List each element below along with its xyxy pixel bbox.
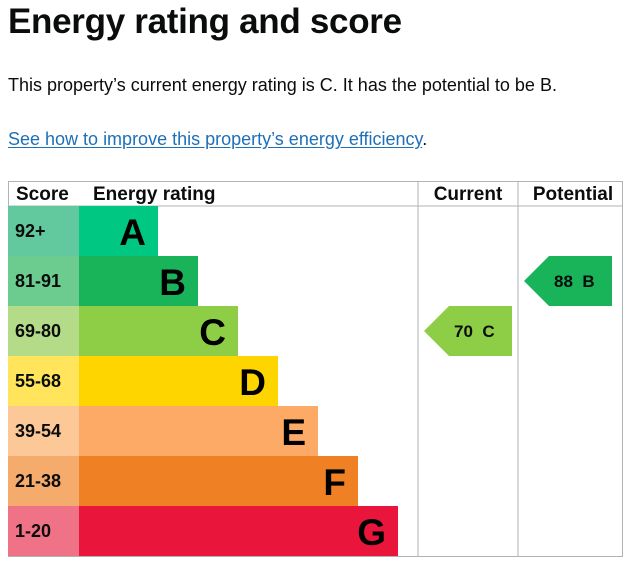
header-score: Score: [16, 184, 69, 205]
link-suffix: .: [422, 129, 428, 149]
header-energy-rating: Energy rating: [93, 184, 215, 205]
potential-arrow-shape: [524, 256, 612, 306]
score-cell-e: [8, 406, 79, 456]
rating-bar-g: [79, 506, 398, 556]
score-cell-c: [8, 306, 79, 356]
current-arrow-shape: [424, 306, 512, 356]
score-cell-d: [8, 356, 79, 406]
potential-rating-arrow: 88 B: [524, 256, 612, 306]
score-cell-f: [8, 456, 79, 506]
score-cell-b: [8, 256, 79, 306]
rating-bar-e: [79, 406, 318, 456]
rating-letter-g: G: [357, 512, 386, 553]
score-cell-a: [8, 206, 79, 256]
rating-letter-d: D: [239, 362, 266, 403]
header-current: Current: [434, 184, 503, 205]
rating-letter-f: F: [323, 462, 346, 503]
improve-efficiency-link[interactable]: See how to improve this property’s energ…: [8, 129, 423, 149]
rating-bar-f: [79, 456, 358, 506]
rating-bar-a: [79, 206, 158, 256]
potential-rating-label: 88 B: [554, 272, 595, 291]
current-rating-label: 70 C: [454, 322, 495, 341]
rating-bands: 92+ A 81-91 B 69-80 C 55-68 D 39-54 E 21-38 F 1-20 G: [8, 206, 398, 556]
rating-bar-b: [79, 256, 198, 306]
score-range-g: 1-20: [15, 521, 51, 541]
score-range-c: 69-80: [15, 321, 61, 341]
energy-rating-chart: Score Energy rating Current Potential 92…: [8, 181, 623, 557]
rating-letter-a: A: [119, 212, 146, 253]
current-rating-arrow: 70 C: [424, 306, 512, 356]
score-range-a: 92+: [15, 221, 46, 241]
rating-letter-e: E: [281, 412, 306, 453]
improve-link-paragraph: See how to improve this property’s energ…: [8, 127, 427, 151]
header-potential: Potential: [533, 184, 613, 205]
rating-summary: This property’s current energy rating is…: [8, 75, 557, 95]
score-range-b: 81-91: [15, 271, 61, 291]
score-cell-g: [8, 506, 79, 556]
energy-rating-graph: Score Energy rating Current Potential 92…: [8, 181, 623, 557]
page-title: Energy rating and score: [8, 2, 402, 41]
rating-bar-d: [79, 356, 278, 406]
rating-letter-b: B: [159, 262, 186, 303]
rating-bar-c: [79, 306, 238, 356]
score-range-d: 55-68: [15, 371, 61, 391]
score-range-e: 39-54: [15, 421, 61, 441]
rating-letter-c: C: [199, 312, 226, 353]
score-range-f: 21-38: [15, 471, 61, 491]
